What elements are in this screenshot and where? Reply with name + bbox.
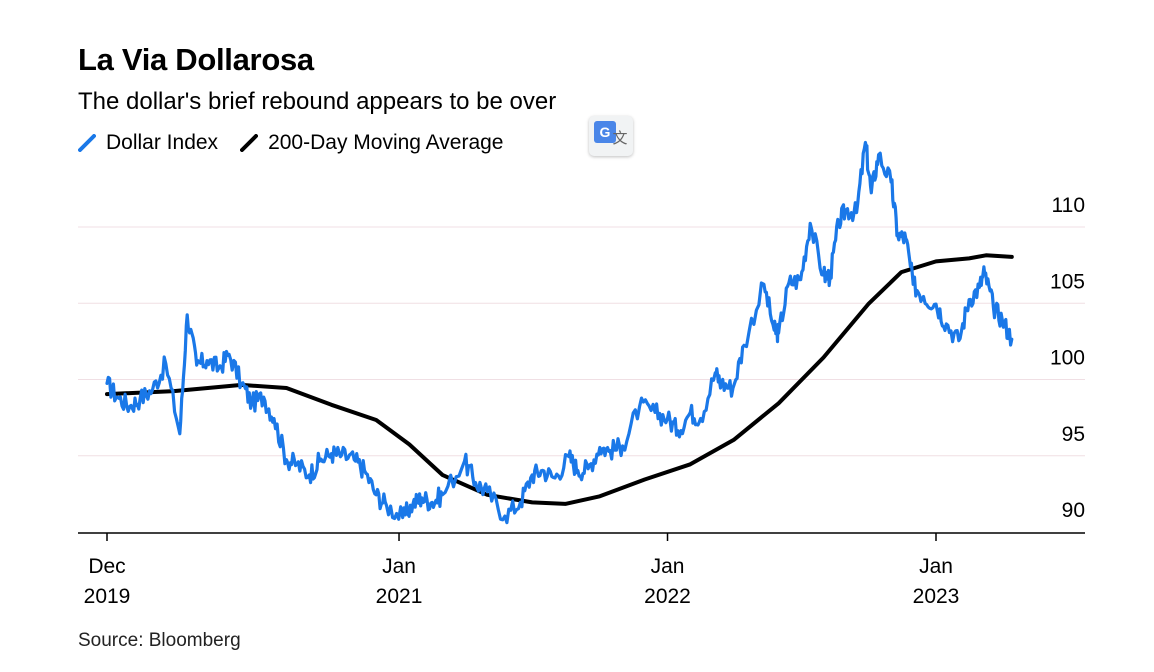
x-tick-label-1-month: Jan [382,555,416,578]
x-tick-label-0-year: 2019 [84,585,131,608]
chart-area: 90 95 100 105 110 Dec 2019 Jan 2021 Jan 2022 Jan 20… [78,140,1085,608]
google-translate-icon[interactable]: G 文 [589,116,633,156]
y-tick-label-95: 95 [1062,423,1085,446]
x-tick-label-2-month: Jan [651,555,685,578]
chart-legend: Dollar Index 200-Day Moving Average [78,131,525,155]
legend-swatch-moving-average [240,134,259,152]
series-lines [105,140,1014,525]
chart-subtitle: The dollar's brief rebound appears to be… [78,88,557,115]
y-tick-label-100: 100 [1050,347,1085,370]
chart-title: La Via Dollarosa [78,42,314,77]
legend-item-dollar-index: Dollar Index [78,131,218,155]
y-tick-label-90: 90 [1062,499,1085,522]
x-tick-label-3-month: Jan [919,555,953,578]
grid-lines [78,226,1085,457]
translate-g-glyph-icon: G [594,121,616,143]
x-tick-label-2-year: 2022 [644,585,691,608]
y-tick-label-105: 105 [1050,270,1085,293]
series-line-dollar-index [105,140,1014,525]
legend-item-moving-average: 200-Day Moving Average [240,131,503,155]
x-axis-ticks: Dec 2019 Jan 2021 Jan 2022 Jan 2023 [84,533,960,608]
x-tick-label-1-year: 2021 [376,585,423,608]
chart-source: Source: Bloomberg [78,630,241,651]
legend-label-moving-average: 200-Day Moving Average [268,131,504,154]
y-axis-ticks: 90 95 100 105 110 [1050,194,1085,522]
translate-char-glyph-icon: 文 [612,130,628,147]
x-tick-label-3-year: 2023 [913,585,960,608]
legend-label-dollar-index: Dollar Index [106,131,219,154]
legend-swatch-dollar-index [78,134,96,152]
y-tick-label-110: 110 [1052,194,1085,217]
x-tick-label-0-month: Dec [88,555,125,578]
